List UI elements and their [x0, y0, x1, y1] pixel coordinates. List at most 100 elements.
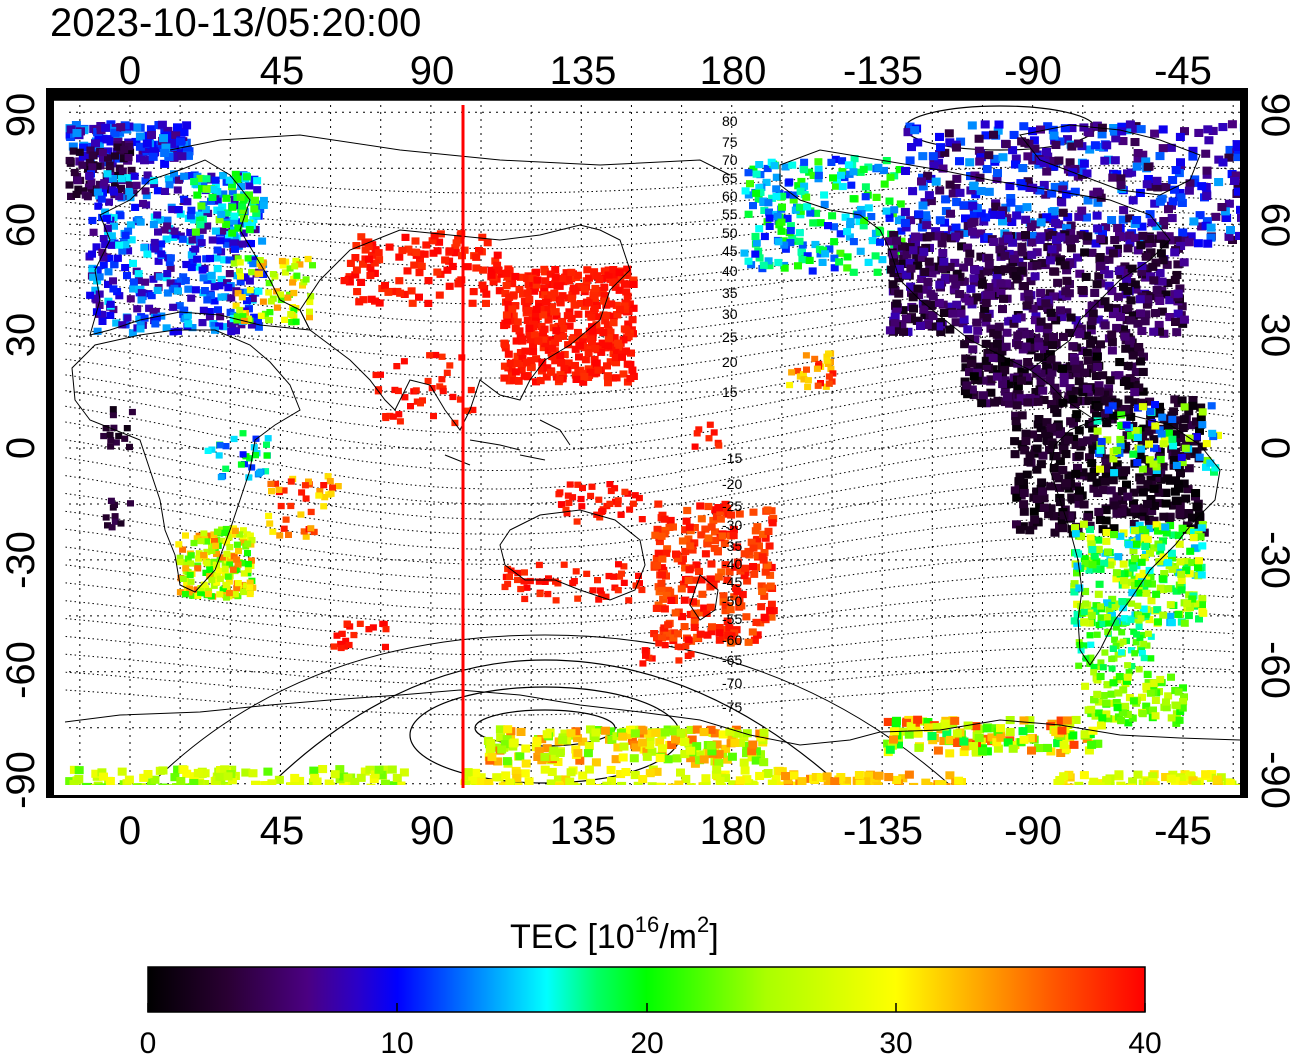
mlat-label: -65: [722, 652, 742, 668]
mlat-contour: [65, 285, 1234, 342]
mlat-contour: [65, 683, 1234, 716]
mlat-label: 55: [722, 206, 738, 222]
top-lon-tick: 0: [119, 49, 141, 93]
mlat-label: 45: [722, 243, 738, 259]
colorbar-ticks: 0 10 20 30 40: [140, 1003, 1162, 1057]
mlat-label: -40: [722, 556, 742, 572]
top-lon-tick: -135: [843, 49, 923, 93]
coastline: [1019, 124, 1201, 196]
mlat-label: 40: [722, 263, 738, 279]
coastline: [71, 329, 301, 593]
right-lat-tick: -90: [1253, 751, 1294, 809]
colorbar-tick-label: 0: [140, 1027, 157, 1057]
coastline: [444, 419, 571, 466]
mlat-contour: [65, 609, 1234, 656]
top-lon-tick: 45: [260, 49, 305, 93]
mlat-contour: [65, 315, 1234, 379]
mlat-contour: [65, 591, 1234, 641]
mlat-contour: [65, 331, 1234, 397]
bottom-lon-tick: -90: [1004, 809, 1062, 853]
right-lat-tick: 90: [1253, 93, 1294, 138]
bottom-lon-tick: 0: [119, 809, 141, 853]
right-lat-tick: 0: [1253, 437, 1294, 459]
left-lat-tick: -90: [0, 751, 43, 809]
coastline: [169, 134, 731, 176]
mlat-contour: [65, 225, 1234, 268]
right-axis-bar: [1240, 88, 1248, 798]
mlat-label: 60: [722, 188, 738, 204]
top-lon-tick: 180: [700, 49, 767, 93]
bottom-axis-bar: [46, 795, 1248, 798]
south-pole-contour: [269, 659, 841, 785]
mlat-contour: [65, 572, 1234, 626]
mlat-labels: 80 75 70 65 60 55 50 45 40 35 30 25 20 15 -15 -20 -25 -30…: [722, 113, 742, 715]
left-axis-bar: [46, 88, 54, 798]
right-lat-tick: -30: [1253, 531, 1294, 589]
mlat-label: -75: [722, 699, 742, 715]
bottom-lon-tick: 180: [700, 809, 767, 853]
mlat-label: -35: [722, 538, 742, 554]
left-lat-tick: 30: [0, 313, 43, 358]
coastline: [689, 574, 719, 621]
mlat-contour: [65, 646, 1234, 686]
colorbar-tick-label: 40: [1128, 1027, 1161, 1057]
coastline: [499, 509, 646, 601]
mlat-contour: [65, 391, 1234, 472]
tec-data-pixels: [65, 120, 1240, 785]
mlat-contour: [65, 406, 1234, 490]
mlat-label: 35: [722, 285, 738, 301]
bottom-lon-tick: 135: [550, 809, 617, 853]
coastline: [1049, 414, 1221, 666]
mlat-label: -70: [722, 675, 742, 691]
coastlines: [65, 124, 1240, 746]
coastline: [299, 224, 631, 431]
right-lat-tick: 30: [1253, 313, 1294, 358]
coastline: [779, 149, 1171, 371]
bottom-lon-tick: -135: [843, 809, 923, 853]
mlat-contour: [65, 165, 1234, 194]
mlat-label: -20: [722, 476, 742, 492]
top-axis-bar: [46, 88, 1248, 100]
left-lat-tick: 0: [0, 437, 43, 459]
coastline: [65, 689, 1240, 746]
left-lat-tick: -30: [0, 531, 43, 589]
mlat-label: 50: [722, 225, 738, 241]
bottom-lon-tick: -45: [1154, 809, 1212, 853]
mlat-label: 25: [722, 329, 738, 345]
mlat-contour: [65, 628, 1234, 671]
bottom-lon-tick: 45: [260, 809, 305, 853]
top-lon-tick: -45: [1154, 49, 1212, 93]
mlat-label: 30: [722, 306, 738, 322]
mlat-label: -55: [722, 611, 742, 627]
coastline: [89, 159, 311, 336]
mlat-label: 65: [722, 170, 738, 186]
mlat-label: -25: [722, 498, 742, 514]
mlat-contour: [65, 346, 1234, 416]
mlat-contour: [65, 210, 1234, 250]
coastline: [1029, 369, 1096, 421]
right-latitude-ticks: 90 60 30 0 -30 -60 -90: [1253, 93, 1294, 809]
right-lat-tick: -60: [1253, 641, 1294, 699]
mlat-label: -50: [722, 593, 742, 609]
mlat-label: 75: [722, 134, 738, 150]
bottom-lon-tick: 90: [410, 809, 455, 853]
mlat-label: 20: [722, 354, 738, 370]
left-lat-tick: -60: [0, 641, 43, 699]
colorbar-tick-label: 20: [630, 1027, 663, 1057]
south-pole-contour: [149, 634, 951, 785]
top-longitude-ticks: 0 45 90 135 180 -135 -90 -45: [119, 49, 1212, 93]
timestamp-title: 2023-10-13/05:20:00: [50, 1, 421, 45]
top-lon-tick: -90: [1004, 49, 1062, 93]
colorbar-tick-label: 10: [380, 1027, 413, 1057]
mlat-label: 15: [722, 384, 738, 400]
top-lon-tick: 135: [550, 49, 617, 93]
mlat-contour: [65, 424, 1234, 505]
bottom-longitude-ticks: 0 45 90 135 180 -135 -90 -45: [119, 809, 1212, 853]
mlat-label: -30: [722, 517, 742, 533]
top-lon-tick: 90: [410, 49, 455, 93]
mlat-label: -45: [722, 574, 742, 590]
left-lat-tick: 60: [0, 203, 43, 248]
colorbar-title: TEC [1016/m2]: [510, 912, 719, 956]
mlat-contour: [65, 554, 1234, 611]
